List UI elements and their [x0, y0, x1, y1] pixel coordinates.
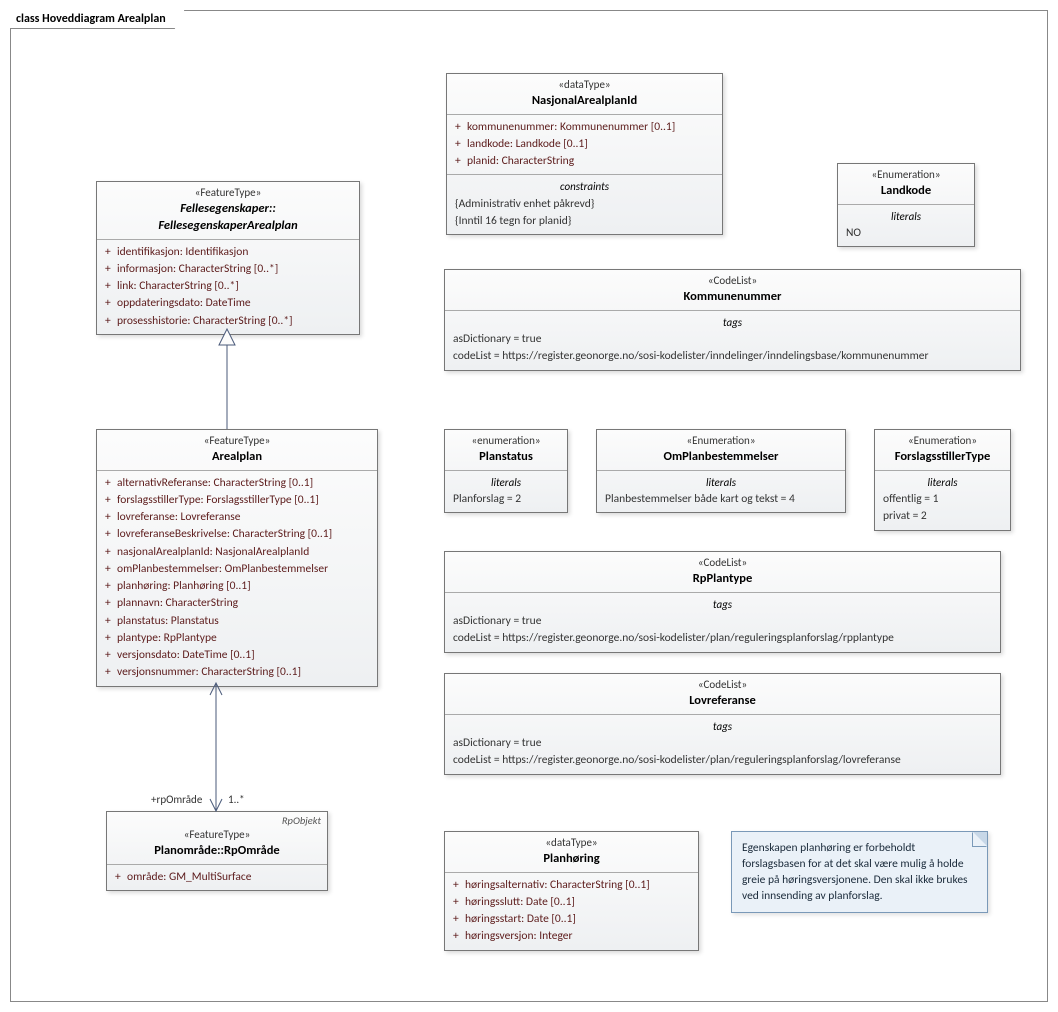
text-line: {Administrativ enhet påkrevd}: [455, 196, 714, 213]
text-line: codeList = https://register.geonorge.no/…: [453, 630, 992, 647]
text-line: codeList = https://register.geonorge.no/…: [453, 752, 992, 769]
text-line: asDictionary = true: [453, 735, 992, 752]
attribute-line: +område: GM_MultiSurface: [115, 869, 319, 886]
text-line: offentlig = 1: [883, 491, 1002, 508]
text-line: Planforslag = 2: [453, 491, 559, 508]
attribute-line: +prosesshistorie: CharacterString [0..*]: [105, 313, 351, 330]
attribute-line: +lovreferanse: Lovreferanse: [105, 509, 369, 526]
attribute-line: +oppdateringsdato: DateTime: [105, 295, 351, 312]
attribute-line: +informasjon: CharacterString [0..*]: [105, 261, 351, 278]
class-arealplan: «FeatureType» Arealplan +alternativRefer…: [96, 429, 378, 687]
tags-title: tags: [453, 597, 992, 614]
classname: NasjonalArealplanId: [455, 93, 714, 110]
class-fellesegenskaper-arealplan: «FeatureType» Fellesegenskaper:: Fellese…: [96, 181, 360, 335]
stereotype: «dataType»: [453, 836, 690, 851]
literals-title: literals: [453, 475, 559, 492]
stereotype: «CodeList»: [453, 678, 992, 693]
text-line: asDictionary = true: [453, 331, 1012, 348]
assoc-mult-label: 1..*: [228, 793, 245, 806]
attribute-line: +høringsstart: Date [0..1]: [453, 911, 690, 928]
text-line: {Inntil 16 tegn for planid}: [455, 213, 714, 230]
attribute-line: +planid: CharacterString: [455, 153, 714, 170]
classname: Landkode: [846, 183, 966, 200]
classname: Fellesegenskaper:: FellesegenskaperAreal…: [105, 201, 351, 235]
attribute-line: +planhøring: Planhøring [0..1]: [105, 578, 369, 595]
class-planhoring: «dataType» Planhøring +høringsalternativ…: [444, 831, 699, 951]
constraints-title: constraints: [455, 179, 714, 196]
class-omplanbestemmelser: «Enumeration» OmPlanbestemmelser literal…: [596, 429, 846, 513]
attribute-line: +høringsversjon: Integer: [453, 928, 690, 945]
attribute-line: +plannavn: CharacterString: [105, 595, 369, 612]
stereotype: «FeatureType»: [115, 828, 319, 843]
literals-title: literals: [883, 475, 1002, 492]
class-rpomrade: RpObjekt «FeatureType» Planområde::RpOmr…: [106, 811, 328, 891]
attribute-line: +kommunenummer: Kommunenummer [0..1]: [455, 119, 714, 136]
attribute-line: +planstatus: Planstatus: [105, 613, 369, 630]
note-fold-icon: [973, 832, 987, 846]
stereotype: «FeatureType»: [105, 434, 369, 449]
text-line: Planbestemmelser både kart og tekst = 4: [605, 491, 837, 508]
text-line: privat = 2: [883, 508, 1002, 525]
class-forslagsstillertype: «Enumeration» ForslagsstillerType litera…: [874, 429, 1011, 531]
text-line: codeList = https://register.geonorge.no/…: [453, 348, 1012, 365]
classname: Lovreferanse: [453, 693, 992, 710]
attribute-line: +høringsalternativ: CharacterString [0..…: [453, 877, 690, 894]
attribute-line: +landkode: Landkode [0..1]: [455, 136, 714, 153]
classname: RpPlantype: [453, 571, 992, 588]
classname: ForslagsstillerType: [883, 449, 1002, 466]
attribute-line: +forslagsstillerType: ForslagsstillerTyp…: [105, 492, 369, 509]
attribute-line: +høringsslutt: Date [0..1]: [453, 894, 690, 911]
stereotype: «FeatureType»: [105, 186, 351, 201]
attribute-line: +lovreferanseBeskrivelse: CharacterStrin…: [105, 526, 369, 543]
class-planstatus: «enumeration» Planstatus literals Planfo…: [444, 429, 568, 513]
stereotype: «enumeration»: [453, 434, 559, 449]
diagram-frame: class Hoveddiagram Arealplan «FeatureTyp…: [10, 10, 1048, 1002]
ext-label: RpObjekt: [282, 814, 321, 827]
note-planhoring: Egenskapen planhøring er forbeholdt fors…: [731, 831, 988, 913]
classname: OmPlanbestemmelser: [605, 449, 837, 466]
stereotype: «Enumeration»: [605, 434, 837, 449]
class-nasjonal-arealplan-id: «dataType» NasjonalArealplanId +kommunen…: [446, 73, 723, 235]
attribute-line: +versjonsdato: DateTime [0..1]: [105, 647, 369, 664]
stereotype: «CodeList»: [453, 274, 1012, 289]
attribute-line: +omPlanbestemmelser: OmPlanbestemmelser: [105, 561, 369, 578]
class-kommunenummer: «CodeList» Kommunenummer tags asDictiona…: [444, 269, 1021, 371]
attribute-line: +alternativReferanse: CharacterString [0…: [105, 475, 369, 492]
classname: Kommunenummer: [453, 289, 1012, 306]
attribute-line: +nasjonalArealplanId: NasjonalArealplanI…: [105, 544, 369, 561]
attribute-line: +plantype: RpPlantype: [105, 630, 369, 647]
stereotype: «CodeList»: [453, 556, 992, 571]
literals-title: literals: [605, 475, 837, 492]
stereotype: «Enumeration»: [846, 168, 966, 183]
literals-title: literals: [846, 209, 966, 226]
class-lovreferanse: «CodeList» Lovreferanse tags asDictionar…: [444, 673, 1001, 775]
text-line: NO: [846, 225, 966, 242]
stereotype: «Enumeration»: [883, 434, 1002, 449]
tags-title: tags: [453, 315, 1012, 332]
assoc-role-label: +rpOmråde: [151, 793, 202, 806]
tags-title: tags: [453, 719, 992, 736]
diagram-title-tab: class Hoveddiagram Arealplan: [10, 10, 185, 29]
attribute-line: +link: CharacterString [0..*]: [105, 278, 351, 295]
classname: Planhøring: [453, 851, 690, 868]
classname: Planstatus: [453, 449, 559, 466]
class-rpplantype: «CodeList» RpPlantype tags asDictionary …: [444, 551, 1001, 653]
attribute-line: +identifikasjon: Identifikasjon: [105, 244, 351, 261]
classname: Arealplan: [105, 449, 369, 466]
classname: Planområde::RpOmråde: [115, 843, 319, 860]
class-landkode: «Enumeration» Landkode literals NO: [837, 163, 975, 247]
text-line: asDictionary = true: [453, 613, 992, 630]
attribute-line: +versjonsnummer: CharacterString [0..1]: [105, 664, 369, 681]
stereotype: «dataType»: [455, 78, 714, 93]
